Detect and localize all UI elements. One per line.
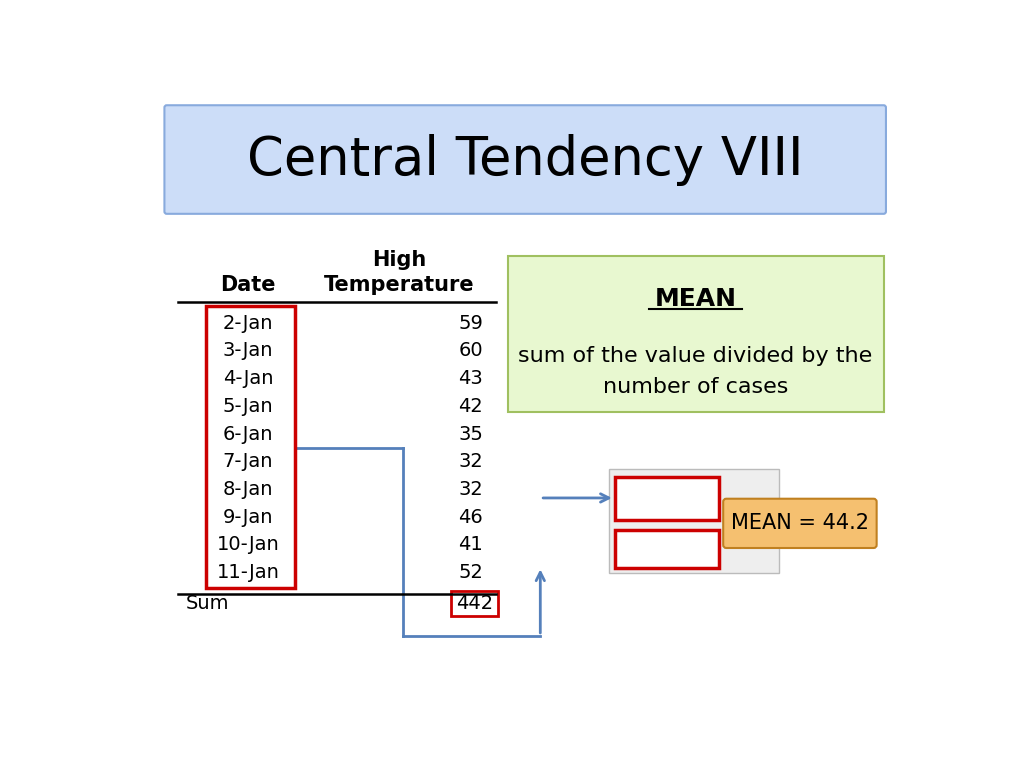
Text: High: High [372, 250, 426, 270]
FancyBboxPatch shape [723, 498, 877, 548]
Text: 10-Jan: 10-Jan [217, 535, 280, 554]
Bar [614, 529, 719, 568]
Bar [452, 591, 498, 616]
Text: Date: Date [220, 275, 275, 295]
Text: 6-Jan: 6-Jan [223, 425, 273, 444]
Text: 60: 60 [459, 342, 483, 360]
Text: 442: 442 [456, 594, 493, 613]
Text: Sum: Sum [186, 594, 229, 613]
Text: 11-Jan: 11-Jan [217, 563, 280, 582]
Text: MEAN: MEAN [654, 286, 736, 310]
Text: 35: 35 [458, 425, 483, 444]
Bar [608, 469, 779, 574]
Text: 5-Jan: 5-Jan [223, 397, 273, 415]
Text: 4-Jan: 4-Jan [223, 369, 273, 388]
Text: 52: 52 [458, 563, 483, 582]
Text: 32: 32 [458, 452, 483, 472]
Text: sum of the value divided by the: sum of the value divided by the [518, 346, 872, 366]
Text: 42: 42 [458, 397, 483, 415]
Text: 46: 46 [458, 508, 483, 527]
FancyBboxPatch shape [165, 105, 886, 214]
Text: Temperature: Temperature [324, 275, 474, 295]
Text: 43: 43 [458, 369, 483, 388]
Text: 32: 32 [458, 480, 483, 499]
Text: MEAN = 44.2: MEAN = 44.2 [731, 513, 869, 533]
Text: 7-Jan: 7-Jan [223, 452, 273, 472]
Text: 2-Jan: 2-Jan [223, 313, 273, 333]
Bar [206, 306, 295, 588]
Text: 8-Jan: 8-Jan [223, 480, 273, 499]
Text: 3-Jan: 3-Jan [223, 342, 273, 360]
Bar [614, 477, 719, 519]
Text: 9-Jan: 9-Jan [223, 508, 273, 527]
Bar [508, 257, 884, 412]
Text: Central Tendency VIII: Central Tendency VIII [247, 134, 804, 186]
Text: number of cases: number of cases [602, 377, 788, 397]
Text: 59: 59 [458, 313, 483, 333]
Text: 41: 41 [458, 535, 483, 554]
